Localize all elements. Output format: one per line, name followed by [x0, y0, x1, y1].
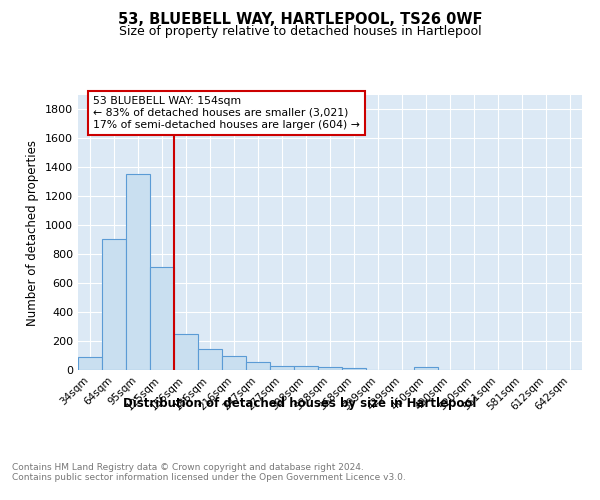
Text: Distribution of detached houses by size in Hartlepool: Distribution of detached houses by size …	[124, 398, 476, 410]
Bar	[222, 356, 246, 370]
Bar	[294, 366, 318, 370]
Text: Size of property relative to detached houses in Hartlepool: Size of property relative to detached ho…	[119, 25, 481, 38]
Bar	[342, 368, 366, 370]
Bar	[150, 267, 174, 370]
Bar	[318, 368, 342, 370]
Text: 53 BLUEBELL WAY: 154sqm
← 83% of detached houses are smaller (3,021)
17% of semi: 53 BLUEBELL WAY: 154sqm ← 83% of detache…	[93, 96, 360, 130]
Text: 53, BLUEBELL WAY, HARTLEPOOL, TS26 0WF: 53, BLUEBELL WAY, HARTLEPOOL, TS26 0WF	[118, 12, 482, 28]
Bar	[246, 362, 270, 370]
Bar	[174, 334, 198, 370]
Bar	[102, 239, 126, 370]
Bar	[414, 367, 438, 370]
Bar	[78, 357, 102, 370]
Bar	[198, 349, 222, 370]
Bar	[270, 366, 294, 370]
Text: Contains HM Land Registry data © Crown copyright and database right 2024.
Contai: Contains HM Land Registry data © Crown c…	[12, 462, 406, 482]
Bar	[126, 174, 150, 370]
Y-axis label: Number of detached properties: Number of detached properties	[26, 140, 40, 326]
